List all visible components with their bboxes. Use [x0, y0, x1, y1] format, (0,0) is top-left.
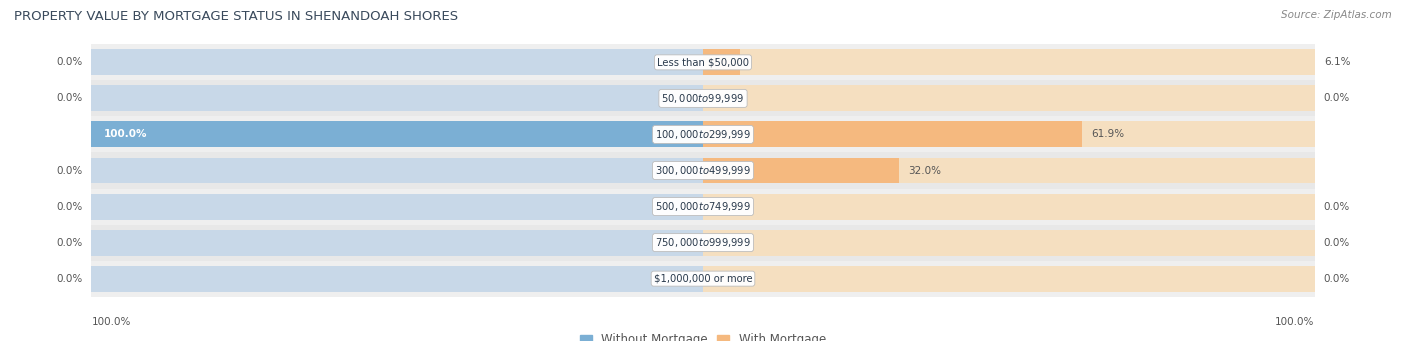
Bar [703, 229, 1315, 255]
Text: PROPERTY VALUE BY MORTGAGE STATUS IN SHENANDOAH SHORES: PROPERTY VALUE BY MORTGAGE STATUS IN SHE… [14, 10, 458, 23]
Bar [91, 121, 703, 147]
Text: 0.0%: 0.0% [56, 165, 82, 176]
Text: 100.0%: 100.0% [1275, 317, 1315, 327]
Bar [91, 152, 1315, 189]
Text: $100,000 to $299,999: $100,000 to $299,999 [655, 128, 751, 141]
Bar [91, 49, 703, 75]
Legend: Without Mortgage, With Mortgage: Without Mortgage, With Mortgage [581, 333, 825, 341]
Text: 0.0%: 0.0% [56, 273, 82, 284]
Bar [703, 49, 741, 75]
Text: 100.0%: 100.0% [91, 317, 131, 327]
Text: 6.1%: 6.1% [1324, 57, 1350, 68]
Bar [91, 158, 703, 183]
Text: $50,000 to $99,999: $50,000 to $99,999 [661, 92, 745, 105]
Text: 0.0%: 0.0% [56, 57, 82, 68]
Text: 0.0%: 0.0% [56, 238, 82, 248]
Bar [91, 194, 703, 220]
Bar [91, 189, 1315, 225]
Bar [91, 116, 1315, 152]
Bar [703, 194, 1315, 220]
Bar [91, 44, 1315, 80]
Text: 0.0%: 0.0% [1324, 202, 1350, 211]
Text: 0.0%: 0.0% [1324, 93, 1350, 103]
Text: $300,000 to $499,999: $300,000 to $499,999 [655, 164, 751, 177]
Text: 0.0%: 0.0% [1324, 238, 1350, 248]
Bar [91, 121, 703, 147]
Text: 61.9%: 61.9% [1091, 130, 1123, 139]
Bar [703, 49, 1315, 75]
Text: $750,000 to $999,999: $750,000 to $999,999 [655, 236, 751, 249]
Text: 0.0%: 0.0% [56, 202, 82, 211]
Bar [91, 266, 703, 292]
Bar [91, 86, 703, 112]
Bar [703, 121, 1081, 147]
Bar [91, 261, 1315, 297]
Text: 0.0%: 0.0% [56, 93, 82, 103]
Bar [703, 158, 1315, 183]
Text: 100.0%: 100.0% [104, 130, 148, 139]
Bar [703, 266, 1315, 292]
Bar [703, 86, 1315, 112]
Text: $1,000,000 or more: $1,000,000 or more [654, 273, 752, 284]
Text: $500,000 to $749,999: $500,000 to $749,999 [655, 200, 751, 213]
Text: 0.0%: 0.0% [1324, 273, 1350, 284]
Bar [91, 229, 703, 255]
Bar [703, 158, 898, 183]
Text: Less than $50,000: Less than $50,000 [657, 57, 749, 68]
Bar [91, 80, 1315, 116]
Text: 32.0%: 32.0% [908, 165, 941, 176]
Bar [703, 121, 1315, 147]
Text: Source: ZipAtlas.com: Source: ZipAtlas.com [1281, 10, 1392, 20]
Bar [91, 225, 1315, 261]
